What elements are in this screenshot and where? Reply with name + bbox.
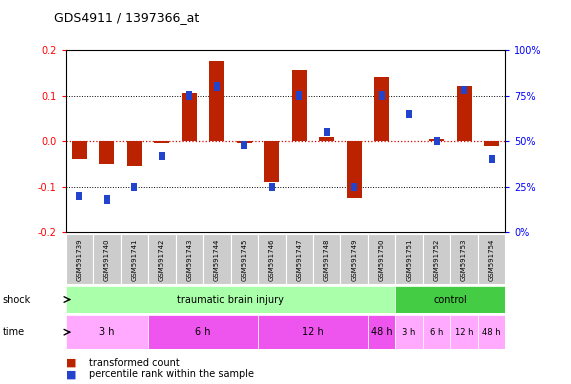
Text: GSM591739: GSM591739: [77, 238, 82, 281]
Bar: [93, 234, 120, 284]
Bar: [423, 315, 451, 349]
Bar: [182, 93, 197, 141]
Bar: [451, 315, 478, 349]
Text: 3 h: 3 h: [99, 327, 115, 337]
Bar: [319, 137, 334, 141]
Bar: [286, 234, 313, 284]
Text: control: control: [433, 295, 467, 305]
Text: GSM591748: GSM591748: [324, 238, 329, 281]
Bar: [484, 141, 499, 146]
Bar: [379, 91, 385, 99]
Bar: [457, 86, 472, 141]
Text: percentile rank within the sample: percentile rank within the sample: [89, 369, 254, 379]
Text: GSM591743: GSM591743: [186, 238, 192, 281]
Bar: [292, 70, 307, 141]
Text: GSM591747: GSM591747: [296, 238, 302, 281]
Text: 3 h: 3 h: [403, 328, 416, 337]
Text: GSM591749: GSM591749: [351, 238, 357, 281]
Bar: [351, 183, 357, 191]
Text: GSM591740: GSM591740: [104, 238, 110, 281]
Text: traumatic brain injury: traumatic brain injury: [177, 295, 284, 305]
Bar: [269, 183, 275, 191]
Bar: [395, 286, 505, 313]
Bar: [368, 315, 395, 349]
Bar: [77, 192, 82, 200]
Text: transformed count: transformed count: [89, 358, 179, 368]
Bar: [66, 234, 93, 284]
Bar: [374, 77, 389, 141]
Bar: [395, 234, 423, 284]
Text: time: time: [3, 327, 25, 337]
Bar: [340, 234, 368, 284]
Bar: [478, 315, 505, 349]
Bar: [148, 315, 258, 349]
Bar: [154, 141, 170, 143]
Text: GSM591745: GSM591745: [242, 238, 247, 281]
Bar: [242, 141, 247, 149]
Text: ■: ■: [66, 369, 76, 379]
Text: GSM591752: GSM591752: [433, 238, 440, 281]
Text: 48 h: 48 h: [371, 327, 392, 337]
Bar: [176, 234, 203, 284]
Text: GSM591754: GSM591754: [489, 238, 494, 281]
Text: 6 h: 6 h: [195, 327, 211, 337]
Text: GSM591741: GSM591741: [131, 238, 138, 281]
Text: GDS4911 / 1397366_at: GDS4911 / 1397366_at: [54, 12, 199, 25]
Bar: [258, 234, 286, 284]
Bar: [237, 141, 252, 143]
Bar: [127, 141, 142, 166]
Bar: [264, 141, 279, 182]
Text: GSM591744: GSM591744: [214, 238, 220, 281]
Bar: [368, 234, 395, 284]
Bar: [159, 152, 165, 160]
Bar: [461, 86, 467, 94]
Bar: [66, 286, 395, 313]
Text: 6 h: 6 h: [430, 328, 443, 337]
Bar: [99, 141, 114, 164]
Text: GSM591753: GSM591753: [461, 238, 467, 281]
Bar: [347, 141, 362, 198]
Bar: [209, 61, 224, 141]
Text: shock: shock: [3, 295, 31, 305]
Bar: [131, 183, 138, 191]
Bar: [313, 234, 340, 284]
Bar: [214, 82, 220, 91]
Bar: [104, 195, 110, 204]
Bar: [395, 315, 423, 349]
Text: ■: ■: [66, 358, 76, 368]
Bar: [324, 128, 329, 136]
Bar: [231, 234, 258, 284]
Bar: [66, 315, 148, 349]
Bar: [72, 141, 87, 159]
Text: 48 h: 48 h: [482, 328, 501, 337]
Bar: [451, 234, 478, 284]
Bar: [120, 234, 148, 284]
Bar: [148, 234, 176, 284]
Text: GSM591750: GSM591750: [379, 238, 385, 281]
Text: GSM591742: GSM591742: [159, 238, 165, 281]
Text: 12 h: 12 h: [455, 328, 473, 337]
Text: 12 h: 12 h: [302, 327, 324, 337]
Text: GSM591746: GSM591746: [269, 238, 275, 281]
Bar: [406, 110, 412, 118]
Bar: [433, 137, 440, 145]
Bar: [186, 91, 192, 99]
Bar: [203, 234, 231, 284]
Bar: [489, 155, 494, 164]
Bar: [423, 234, 451, 284]
Bar: [429, 139, 444, 141]
Bar: [478, 234, 505, 284]
Text: GSM591751: GSM591751: [406, 238, 412, 281]
Bar: [296, 91, 302, 99]
Bar: [258, 315, 368, 349]
